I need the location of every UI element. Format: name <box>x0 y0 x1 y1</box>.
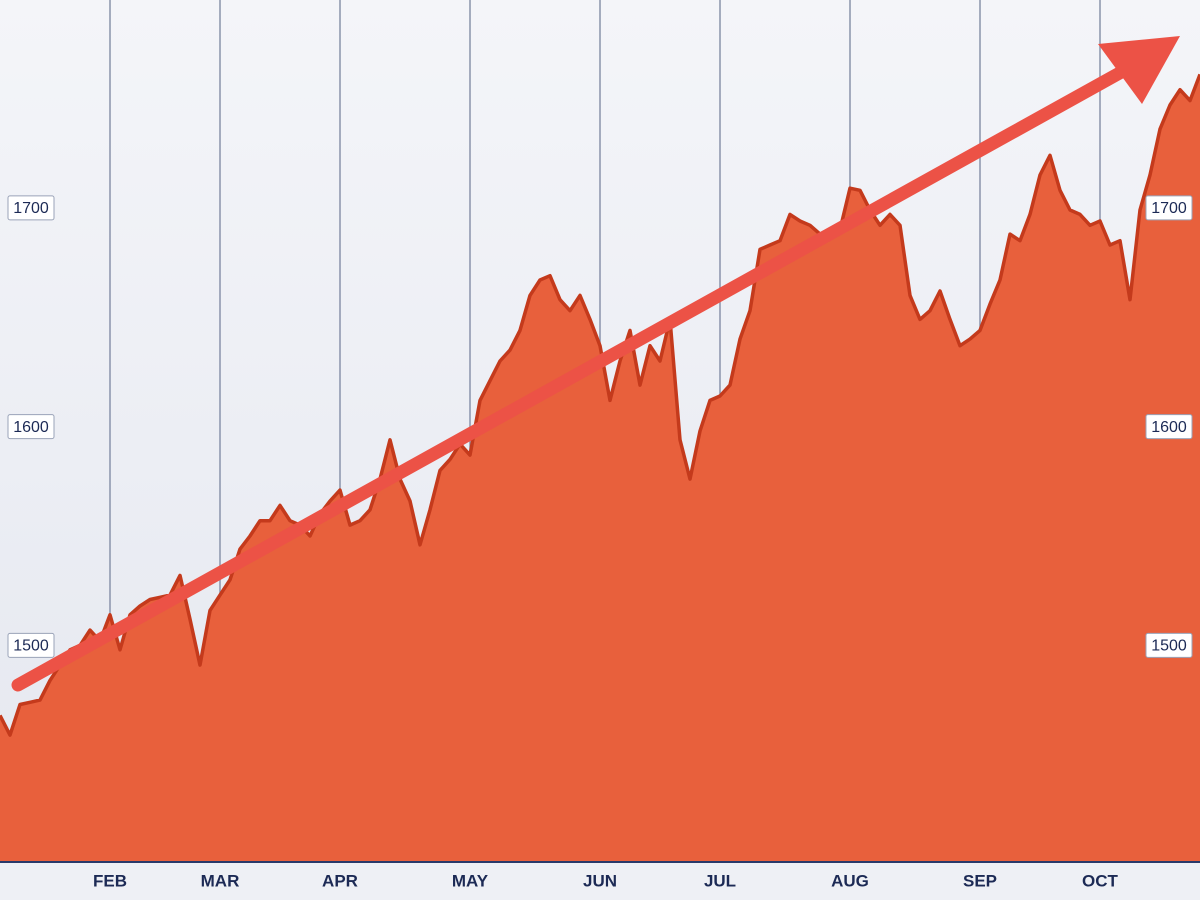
arrow-shaft <box>11 63 1132 692</box>
y-tick-box <box>7 195 55 221</box>
x-tick-label: MAR <box>201 871 240 890</box>
y-tick-box <box>7 632 55 658</box>
area <box>0 74 1200 862</box>
x-axis-band <box>0 862 1200 900</box>
x-tick-label: AUG <box>831 871 869 890</box>
trend-arrow <box>11 36 1180 692</box>
y-tick-label: 1600 <box>1151 419 1187 436</box>
y-tick-label: 1500 <box>13 638 49 655</box>
x-tick-label: JUL <box>704 871 736 890</box>
x-tick-label: MAY <box>452 871 489 890</box>
line <box>0 73 1200 737</box>
labels: 1500 1500 1600 1600 1700 1700 FEB MAR APR MAY JUN J… <box>7 195 1193 890</box>
y-tick-label: 1600 <box>13 419 49 436</box>
y-tick-label: 1500 <box>1151 638 1187 655</box>
y-tick-box <box>7 414 55 440</box>
x-tick-label: SEP <box>963 871 997 890</box>
y-tick-box <box>1145 414 1193 440</box>
arrow-head <box>1098 36 1180 104</box>
x-tick-label: FEB <box>93 871 127 890</box>
plot <box>0 73 1200 862</box>
y-tick-label: 1700 <box>1151 200 1187 217</box>
y-tick-label: 1700 <box>13 200 49 217</box>
y-tick-box <box>1145 195 1193 221</box>
x-tick-label: APR <box>322 871 358 890</box>
y-tick-box <box>1145 632 1193 658</box>
x-tick-label: JUN <box>583 871 617 890</box>
x-tick-label: OCT <box>1082 871 1119 890</box>
